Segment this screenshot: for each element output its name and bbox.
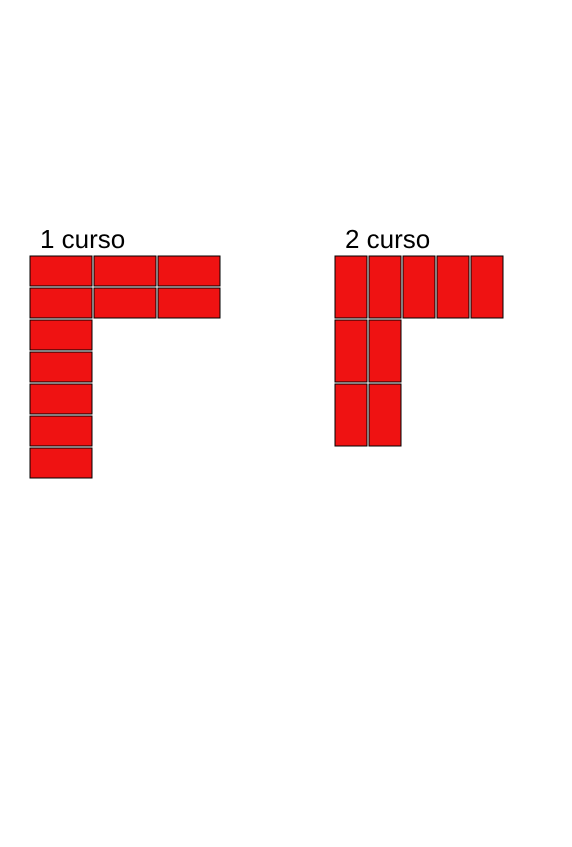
brick bbox=[369, 256, 401, 318]
diagram-2-curso: 2 curso bbox=[335, 224, 503, 446]
brick bbox=[94, 256, 156, 286]
brick bbox=[158, 288, 220, 318]
brick bbox=[403, 256, 435, 318]
brick bbox=[30, 256, 92, 286]
diagram-1-curso-label: 1 curso bbox=[40, 224, 125, 254]
brick bbox=[369, 320, 401, 382]
brick bbox=[471, 256, 503, 318]
brick bbox=[30, 384, 92, 414]
brick bbox=[335, 384, 367, 446]
brick bbox=[335, 256, 367, 318]
brick bbox=[30, 288, 92, 318]
brick bbox=[335, 320, 367, 382]
brick bbox=[30, 352, 92, 382]
brick bbox=[30, 448, 92, 478]
brick bbox=[158, 256, 220, 286]
brick bbox=[30, 320, 92, 350]
brick bbox=[437, 256, 469, 318]
diagram-1-curso: 1 curso bbox=[30, 224, 220, 478]
brick bbox=[30, 416, 92, 446]
brick bbox=[369, 384, 401, 446]
brick bbox=[94, 288, 156, 318]
diagram-2-curso-label: 2 curso bbox=[345, 224, 430, 254]
